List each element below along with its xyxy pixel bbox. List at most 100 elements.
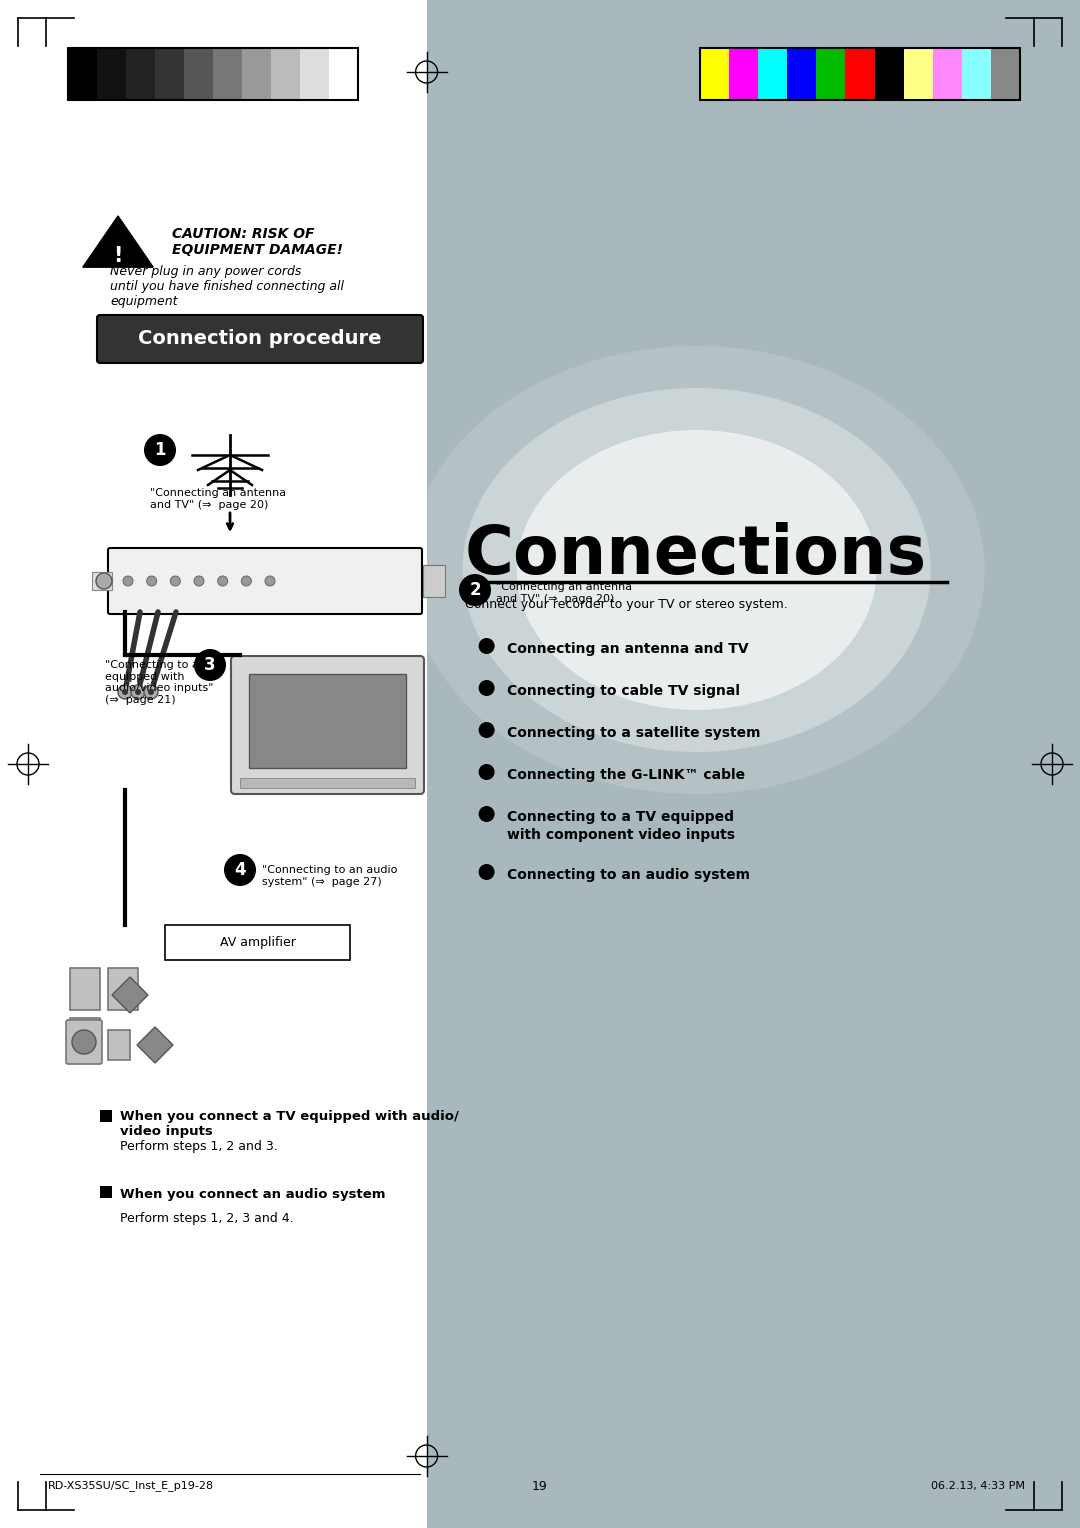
Circle shape	[118, 685, 132, 698]
Text: "Connecting an antenna
and TV" (⇒  page 20): "Connecting an antenna and TV" (⇒ page 2…	[150, 487, 286, 510]
Text: When you connect an audio system: When you connect an audio system	[120, 1187, 386, 1201]
Circle shape	[478, 805, 495, 822]
Bar	[904, 47, 933, 99]
Ellipse shape	[462, 388, 931, 752]
Text: Connection procedure: Connection procedure	[138, 330, 381, 348]
Circle shape	[144, 685, 158, 698]
Circle shape	[478, 764, 495, 779]
Text: Connecting to a TV equipped: Connecting to a TV equipped	[507, 810, 733, 824]
Bar	[156, 47, 184, 99]
Bar	[758, 47, 787, 99]
Text: Never plug in any power cords
until you have finished connecting all
equipment: Never plug in any power cords until you …	[110, 264, 345, 309]
Ellipse shape	[408, 345, 985, 795]
Text: with component video inputs: with component video inputs	[507, 828, 734, 842]
Text: Connect your recorder to your TV or stereo system.: Connect your recorder to your TV or ster…	[464, 597, 787, 611]
Circle shape	[144, 434, 176, 466]
FancyBboxPatch shape	[66, 1021, 102, 1063]
Circle shape	[478, 863, 495, 880]
Circle shape	[218, 576, 228, 587]
Bar	[729, 47, 758, 99]
Bar	[816, 47, 846, 99]
Circle shape	[135, 689, 141, 695]
Bar	[962, 47, 991, 99]
Bar	[300, 47, 329, 99]
Text: Perform steps 1, 2 and 3.: Perform steps 1, 2 and 3.	[120, 1140, 278, 1154]
Bar	[423, 565, 445, 597]
Circle shape	[478, 723, 495, 738]
Text: Connecting to an audio system: Connecting to an audio system	[507, 868, 750, 882]
Circle shape	[123, 576, 133, 587]
Text: RD-XS35SU/SC_Inst_E_p19-28: RD-XS35SU/SC_Inst_E_p19-28	[48, 1481, 214, 1491]
Polygon shape	[83, 215, 153, 267]
Text: CAUTION: RISK OF
EQUIPMENT DAMAGE!: CAUTION: RISK OF EQUIPMENT DAMAGE!	[172, 228, 343, 257]
Bar	[97, 47, 126, 99]
Circle shape	[265, 576, 275, 587]
Bar	[92, 571, 112, 590]
FancyBboxPatch shape	[231, 656, 424, 795]
Text: "Connecting to an audio
system" (⇒  page 27): "Connecting to an audio system" (⇒ page …	[262, 865, 397, 886]
Bar	[108, 1030, 130, 1060]
Bar	[100, 1109, 112, 1122]
Bar	[184, 47, 213, 99]
Bar	[108, 969, 138, 1010]
Text: Connecting the G-LINK™ cable: Connecting the G-LINK™ cable	[507, 769, 745, 782]
Bar	[70, 969, 100, 1010]
Circle shape	[224, 854, 256, 886]
Bar	[329, 47, 357, 99]
Text: "Connecting an antenna
and TV" (⇒  page 20): "Connecting an antenna and TV" (⇒ page 2…	[496, 582, 632, 604]
Text: 1: 1	[154, 442, 165, 458]
Bar	[68, 47, 357, 99]
Text: 06.2.13, 4:33 PM: 06.2.13, 4:33 PM	[931, 1481, 1025, 1491]
Bar	[271, 47, 300, 99]
Polygon shape	[137, 1027, 173, 1063]
Text: 19: 19	[532, 1479, 548, 1493]
Bar	[126, 47, 156, 99]
Circle shape	[72, 1030, 96, 1054]
Bar	[700, 47, 729, 99]
Text: 3: 3	[204, 656, 216, 674]
Circle shape	[96, 573, 112, 588]
Circle shape	[148, 689, 154, 695]
Text: When you connect a TV equipped with audio/
video inputs: When you connect a TV equipped with audi…	[120, 1109, 459, 1138]
Text: 4: 4	[234, 860, 246, 879]
Bar	[700, 47, 1020, 99]
Bar	[846, 47, 875, 99]
Text: Connecting an antenna and TV: Connecting an antenna and TV	[507, 642, 748, 656]
Circle shape	[459, 575, 491, 607]
Bar	[240, 778, 415, 788]
FancyBboxPatch shape	[108, 549, 422, 614]
Text: !: !	[113, 246, 123, 266]
Text: Connecting to a satellite system: Connecting to a satellite system	[507, 726, 760, 740]
Bar	[991, 47, 1020, 99]
Polygon shape	[112, 976, 148, 1013]
Bar	[0, 0, 427, 1528]
Circle shape	[147, 576, 157, 587]
Bar	[875, 47, 904, 99]
Circle shape	[122, 689, 129, 695]
Bar	[933, 47, 962, 99]
Ellipse shape	[516, 429, 877, 711]
Text: 2: 2	[469, 581, 481, 599]
Circle shape	[171, 576, 180, 587]
Circle shape	[241, 576, 252, 587]
FancyBboxPatch shape	[97, 315, 423, 364]
Circle shape	[194, 576, 204, 587]
Circle shape	[194, 649, 226, 681]
Bar	[165, 924, 350, 960]
Bar	[70, 1018, 100, 1060]
Bar	[249, 674, 406, 769]
Bar	[787, 47, 816, 99]
Circle shape	[478, 680, 495, 695]
Text: Perform steps 1, 2, 3 and 4.: Perform steps 1, 2, 3 and 4.	[120, 1212, 294, 1225]
Text: Connecting to cable TV signal: Connecting to cable TV signal	[507, 685, 740, 698]
Text: Connections: Connections	[464, 523, 927, 588]
Bar	[213, 47, 242, 99]
Bar	[427, 0, 1080, 1528]
Text: "Connecting to a TV
equipped with
audio/video inputs"
(⇒  page 21): "Connecting to a TV equipped with audio/…	[105, 660, 217, 704]
Bar	[68, 47, 97, 99]
Bar	[242, 47, 271, 99]
Circle shape	[131, 685, 145, 698]
Bar	[100, 1186, 112, 1198]
Circle shape	[478, 639, 495, 654]
Text: AV amplifier: AV amplifier	[219, 937, 296, 949]
